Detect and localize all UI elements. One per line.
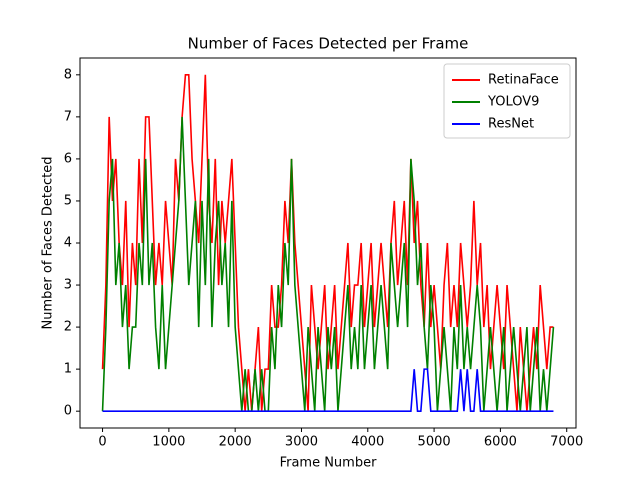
plot-frame <box>79 57 577 429</box>
y-tick-label: 0 <box>64 404 72 419</box>
y-tick-label: 6 <box>64 151 72 166</box>
legend-label: RetinaFace <box>488 73 559 88</box>
y-tick-label: 5 <box>64 193 72 208</box>
x-tick-label: 2000 <box>219 435 252 450</box>
legend-box <box>443 63 571 139</box>
y-tick-label: 2 <box>64 320 72 335</box>
x-tick-label: 4000 <box>351 435 384 450</box>
y-tick-label: 7 <box>64 109 72 124</box>
legend-label: ResNet <box>488 117 534 132</box>
x-tick-label: 0 <box>98 435 106 450</box>
x-tick-label: 6000 <box>484 435 517 450</box>
y-axis-label: Number of Faces Detected <box>41 157 56 330</box>
series-line <box>101 116 555 412</box>
y-tick-label: 1 <box>64 362 72 377</box>
series-line <box>102 368 554 412</box>
series-line <box>101 74 554 412</box>
x-tick-label: 5000 <box>418 435 451 450</box>
x-tick-label: 3000 <box>285 435 318 450</box>
y-tick-label: 8 <box>64 67 72 82</box>
x-tick-label: 1000 <box>152 435 185 450</box>
legend-label: YOLOV9 <box>487 95 539 110</box>
y-tick-label: 3 <box>64 278 72 293</box>
chart-title: Number of Faces Detected per Frame <box>188 35 469 53</box>
y-tick-label: 4 <box>64 236 72 251</box>
x-tick-label: 7000 <box>550 435 583 450</box>
x-axis-label: Frame Number <box>280 456 378 471</box>
